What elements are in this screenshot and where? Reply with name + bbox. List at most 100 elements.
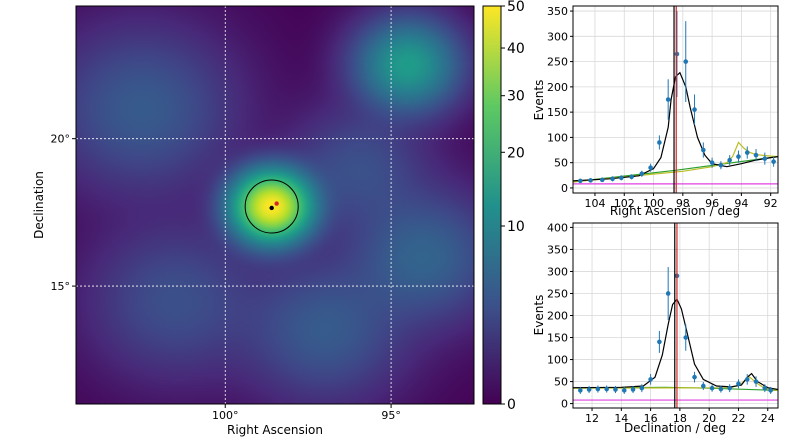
dec-x-tick-label: 22 (731, 412, 745, 425)
dec-data-point (604, 386, 609, 392)
ra-data-point (753, 152, 759, 158)
ra-data-point (578, 178, 583, 184)
dec-data-point (709, 385, 715, 391)
ra-ticks: 104 102 100 98 96 94 92 0 50 100 150 200 250 300 350 (547, 5, 778, 210)
source-overlay (244, 179, 299, 234)
dec-data-point (630, 387, 636, 392)
sky-map-panel: 100° 95° 20° 15° Right Ascension Declinati… (32, 5, 475, 437)
ra-y-tick-label: 100 (547, 131, 568, 144)
dec-data-point (736, 381, 741, 387)
dec-y-label: Events (532, 295, 546, 336)
ra-x-tick-label: 100 (643, 197, 664, 210)
ra-data-point (639, 171, 645, 177)
dec-plot-area (573, 223, 778, 408)
dec-y-tick-label: 250 (547, 287, 568, 300)
dec-data-point (586, 387, 592, 392)
dec-projection-panel: 12 14 16 18 20 22 24 0 50 100 150 200 250 300 350 400 D… (532, 221, 779, 435)
ra-y-tick-label: 0 (561, 182, 568, 195)
ra-data-point (692, 107, 697, 112)
ra-frame (572, 5, 779, 194)
dec-data-point (683, 335, 689, 340)
dec-x-tick-label: 16 (644, 412, 658, 425)
sky-map-x-tick-label: 95° (381, 409, 401, 422)
ra-data-point (648, 165, 653, 171)
ra-y-tick-label: 350 (547, 5, 568, 18)
ra-y-tick-label: 150 (547, 106, 568, 119)
ra-y-tick-label: 50 (554, 157, 568, 170)
ra-x-tick-label: 94 (734, 197, 748, 210)
colorbar-tick-label: 10 (507, 219, 525, 235)
source-marker (269, 205, 274, 211)
ra-x-tick-label: 104 (584, 197, 605, 210)
dec-data-point (701, 383, 706, 389)
ra-y-tick-label: 300 (547, 30, 568, 43)
colorbar-tick-label: 30 (507, 89, 525, 105)
colorbar: 0 10 20 30 40 50 (482, 0, 525, 413)
dec-data-point (762, 385, 768, 391)
ra-data-point (683, 59, 689, 64)
dec-x-tick-label: 20 (702, 412, 716, 425)
ra-y-tick-label: 250 (547, 56, 568, 69)
dec-data-point (621, 388, 627, 393)
colorbar-tick-label: 40 (507, 41, 525, 57)
ra-data-point (701, 147, 706, 153)
dec-data-point (692, 374, 697, 380)
ra-data-point (718, 162, 724, 168)
dec-x-tick-label: 18 (673, 412, 687, 425)
dec-ticks: 12 14 16 18 20 22 24 0 50 100 150 200 250 300 350 400 (547, 221, 775, 425)
dec-y-tick-label: 0 (561, 398, 568, 411)
ra-data-point (727, 157, 732, 163)
source-marker (274, 201, 279, 206)
colorbar-gradient (482, 5, 502, 405)
dec-data-point (639, 385, 645, 391)
dec-grid (573, 223, 778, 408)
dec-y-tick-label: 400 (547, 221, 568, 234)
colorbar-tick-label: 50 (507, 0, 525, 15)
ra-data-point (736, 154, 741, 159)
sky-map-x-ticks: 100° 95° (212, 404, 401, 422)
ra-data-point (771, 159, 776, 164)
sky-map-x-label: Right Ascension (227, 423, 323, 437)
ra-data-point (665, 97, 671, 102)
dec-y-tick-label: 50 (554, 376, 568, 389)
source-circle (244, 179, 299, 234)
sky-map-y-label: Declination (32, 171, 46, 239)
sky-map-y-ticks: 20° 15° (51, 133, 76, 293)
dec-y-tick-label: 150 (547, 332, 568, 345)
ra-projection-panel: 104 102 100 98 96 94 92 0 50 100 150 200 250 300 350 R… (532, 5, 779, 218)
dec-x-tick-label: 12 (585, 412, 599, 425)
dec-data-point (665, 291, 671, 296)
dec-x-tick-label: 14 (614, 412, 628, 425)
dec-data-point (744, 377, 750, 382)
ra-second-source-line (573, 141, 778, 183)
colorbar-tick-label: 20 (507, 145, 525, 161)
ra-grid (573, 6, 778, 193)
dec-data-point (648, 377, 653, 382)
dec-y-tick-label: 300 (547, 265, 568, 278)
ra-data-point (588, 178, 593, 183)
dec-data-point (727, 385, 732, 391)
ra-data-point (657, 140, 662, 145)
dec-data-point (768, 388, 773, 393)
colorbar-tick-label: 0 (507, 397, 516, 413)
dec-data-point (578, 388, 583, 393)
ra-x-tick-label: 92 (764, 197, 778, 210)
sky-map-x-tick-label: 100° (212, 409, 239, 422)
dec-x-tick-label: 24 (761, 412, 775, 425)
ra-data-point (762, 156, 768, 161)
dec-data-point (657, 339, 662, 345)
ra-x-tick-label: 98 (676, 197, 690, 210)
ra-plot-area (573, 6, 778, 193)
dec-y-tick-label: 100 (547, 354, 568, 367)
ra-x-tick-label: 96 (705, 197, 719, 210)
ra-data-point (619, 175, 624, 181)
sky-map-frame (75, 5, 475, 405)
dec-data-point (595, 386, 601, 392)
ra-data-point (599, 177, 605, 183)
dec-y-tick-label: 200 (547, 310, 568, 323)
dec-y-tick-label: 350 (547, 243, 568, 256)
ra-fit-line (573, 71, 778, 182)
sky-map-y-tick-label: 20° (51, 133, 71, 146)
ra-data-point (744, 150, 750, 155)
